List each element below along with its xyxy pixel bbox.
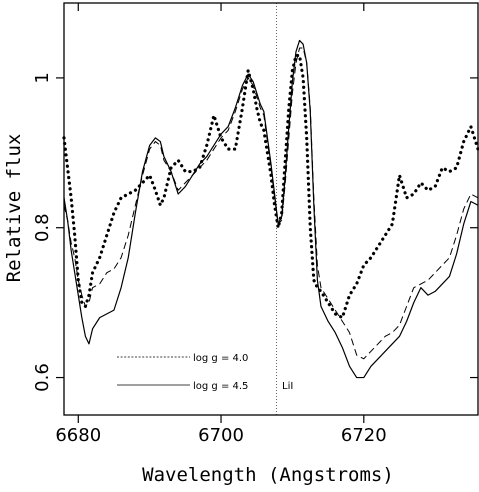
legend-label-log-g-4-5: log g = 4.5 [193,381,248,392]
plot-frame [63,2,479,416]
y-axis-title: Relative flux [3,134,25,283]
y-tick-label-1: 1 [32,72,53,83]
axis-ticks [56,3,478,423]
x-tick-label-6720: 6720 [341,425,387,446]
x-tick-label-6700: 6700 [198,425,244,446]
series-log-g-4-0-line [63,47,479,360]
series-group [62,39,479,379]
y-tick-label-0.8: 0.8 [32,213,53,242]
series-log-g-4-5-line [63,39,479,379]
x-axis-title: Wavelength (Angstroms) [142,464,394,486]
legend-label-log-g-4-0: log g = 4.0 [193,353,248,364]
axis-tick-labels: 6680 6700 6720 0.6 0.8 1 [32,72,387,446]
series-observed-line [62,53,479,320]
li-line-annotation: LiI [282,381,293,392]
legend: log g = 4.0 log g = 4.5 [117,353,248,392]
x-tick-label-6680: 6680 [55,425,101,446]
y-tick-label-0.6: 0.6 [32,363,53,392]
